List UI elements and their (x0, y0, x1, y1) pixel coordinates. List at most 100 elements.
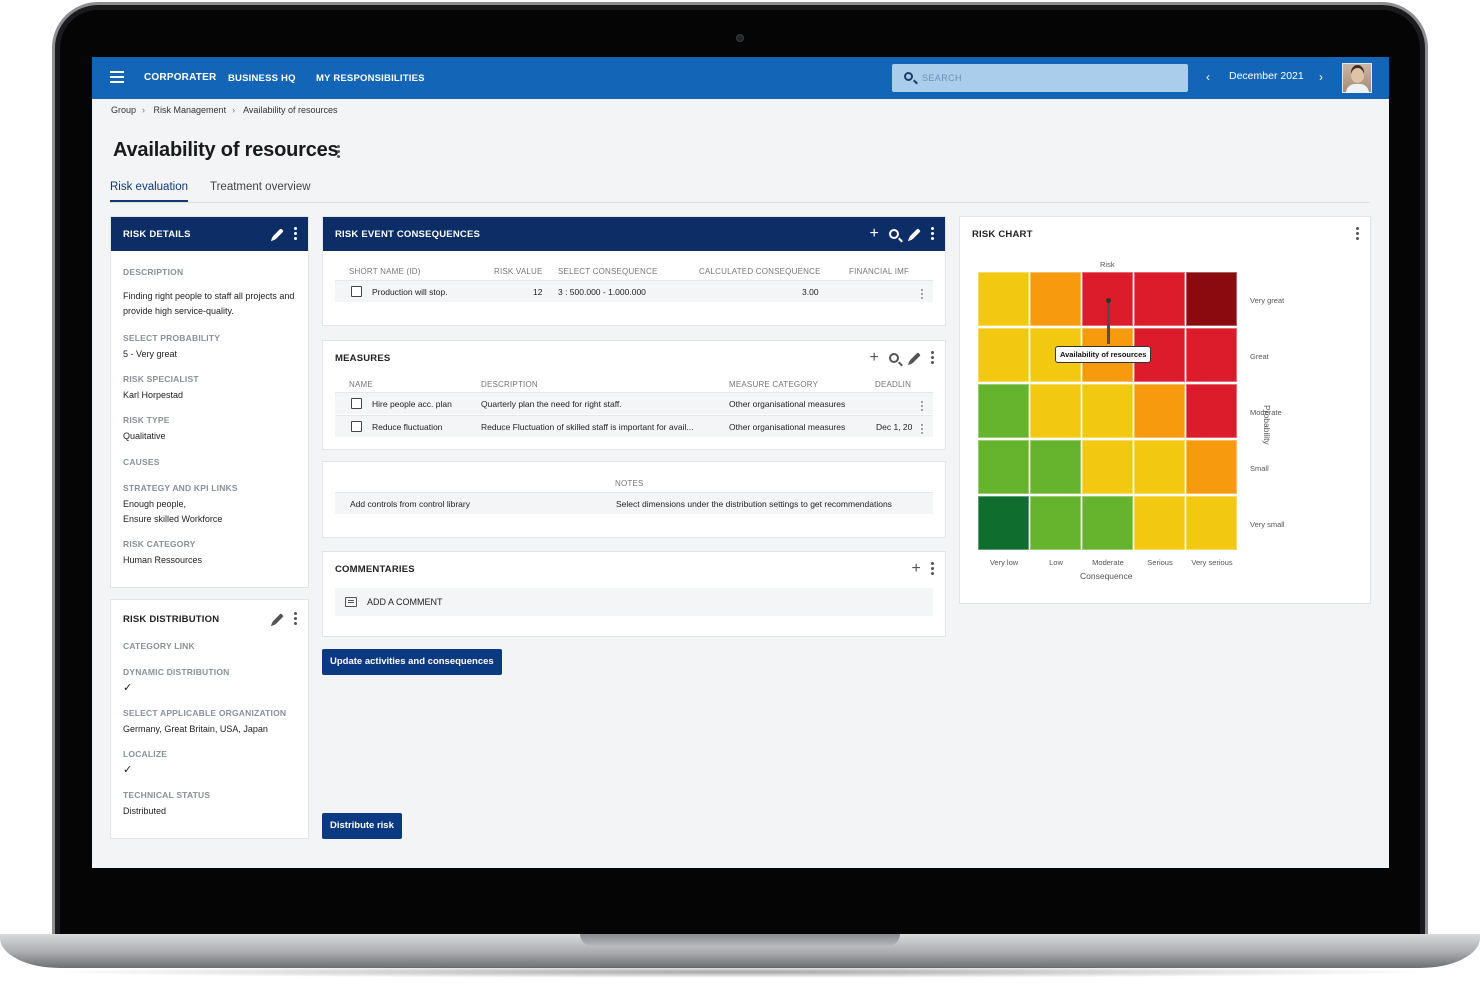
tab-active-indicator (110, 200, 188, 202)
add-icon[interactable]: + (911, 560, 921, 577)
column-header[interactable]: DESCRIPTION (481, 380, 538, 389)
table-row[interactable]: Production will stop. 12 3 : 500.000 - 1… (335, 280, 933, 302)
commentaries-title: COMMENTARIES (335, 564, 415, 575)
add-icon[interactable]: + (869, 349, 879, 366)
heatmap-cell[interactable] (1186, 272, 1237, 326)
field-label: STRATEGY AND KPI LINKS (123, 483, 238, 493)
update-activities-button[interactable]: Update activities and consequences (322, 649, 502, 675)
notes-left-text[interactable]: Add controls from control library (350, 499, 470, 509)
row-checkbox[interactable] (351, 398, 362, 409)
field-causes: CAUSES (123, 455, 160, 471)
field-label: SELECT APPLICABLE ORGANIZATION (123, 708, 287, 718)
heatmap-cell[interactable] (1134, 384, 1185, 438)
edit-icon[interactable] (909, 228, 921, 240)
search-icon[interactable] (889, 353, 899, 363)
column-header[interactable]: RISK VALUE (494, 267, 543, 276)
field-category-link: CATEGORY LINK (123, 639, 195, 655)
heatmap-cell[interactable] (1082, 496, 1133, 550)
cell-name: Production will stop. (372, 287, 448, 297)
tab-divider (110, 202, 1370, 203)
breadcrumb-item-group[interactable]: Group (111, 105, 137, 115)
heatmap-cell[interactable] (1186, 496, 1237, 550)
heatmap-cell[interactable] (978, 496, 1029, 550)
column-header[interactable]: SHORT NAME (ID) (349, 267, 421, 276)
column-header[interactable]: DEADLIN (875, 380, 912, 389)
field-label: CAUSES (123, 457, 160, 467)
column-header[interactable]: CALCULATED CONSEQUENCE (699, 267, 821, 276)
table-row[interactable]: Reduce fluctuation Reduce Fluctuation of… (335, 415, 933, 437)
column-header[interactable]: SELECT CONSEQUENCE (558, 267, 658, 276)
table-row[interactable]: Hire people acc. plan Quarterly plan the… (335, 392, 933, 414)
field-localize: LOCALIZE ✓ (123, 747, 167, 778)
notes-row[interactable]: Add controls from control library Select… (335, 492, 933, 514)
row-checkbox[interactable] (351, 286, 362, 297)
search-box[interactable] (892, 64, 1188, 92)
heatmap-cell[interactable] (1030, 272, 1081, 326)
tab-risk-evaluation[interactable]: Risk evaluation (110, 181, 188, 193)
nav-my-responsibilities[interactable]: MY RESPONSIBILITIES (316, 73, 425, 84)
heatmap-cell[interactable] (1186, 384, 1237, 438)
add-icon[interactable]: + (869, 225, 879, 242)
column-header[interactable]: MEASURE CATEGORY (729, 380, 819, 389)
heatmap-cell[interactable] (978, 328, 1029, 382)
row-checkbox[interactable] (351, 421, 362, 432)
nav-business-hq[interactable]: BUSINESS HQ (228, 73, 296, 84)
edit-icon[interactable] (272, 228, 284, 240)
cell-category: Other organisational measures (729, 399, 846, 409)
column-header[interactable]: NAME (349, 380, 373, 389)
more-options-icon[interactable] (1356, 227, 1360, 241)
heatmap-cell[interactable] (1134, 440, 1185, 494)
distribute-risk-button[interactable]: Distribute risk (322, 813, 402, 839)
tab-treatment-overview[interactable]: Treatment overview (210, 181, 311, 193)
edit-icon[interactable] (272, 613, 284, 625)
checkmark-icon: ✓ (123, 682, 133, 694)
column-header[interactable]: FINANCIAL IMF (849, 267, 910, 276)
risk-distribution-header: RISK DISTRIBUTION (111, 600, 308, 634)
heatmap-cell[interactable] (1186, 440, 1237, 494)
field-dynamic-distribution: DYNAMIC DISTRIBUTION ✓ (123, 665, 229, 696)
more-options-icon[interactable] (931, 351, 935, 365)
more-options-icon[interactable] (931, 227, 935, 241)
field-label: RISK CATEGORY (123, 539, 196, 549)
breadcrumb-item-risk-management[interactable]: Risk Management (153, 105, 227, 115)
risk-marker-dot[interactable] (1106, 298, 1111, 303)
heatmap-cell[interactable] (1030, 384, 1081, 438)
more-options-icon[interactable] (294, 612, 298, 626)
risk-distribution-panel: RISK DISTRIBUTION CATEGORY LINK DYNAMIC … (110, 599, 309, 839)
chevron-left-icon[interactable]: ‹ (1206, 70, 1210, 84)
breadcrumb: Group › Risk Management › Availability of … (111, 105, 343, 115)
search-icon[interactable] (889, 229, 899, 239)
y-tick-label: Very great (1250, 296, 1285, 305)
comment-input[interactable]: ADD A COMMENT (335, 588, 933, 616)
avatar[interactable] (1342, 63, 1372, 93)
brand-logo[interactable]: CORPORATER (144, 72, 217, 83)
row-more-icon[interactable] (921, 421, 925, 439)
more-options-icon[interactable] (294, 227, 298, 241)
search-input[interactable] (922, 70, 1172, 86)
heatmap-cell[interactable] (1082, 440, 1133, 494)
more-options-icon[interactable] (931, 562, 935, 576)
heatmap-cell[interactable] (978, 440, 1029, 494)
row-more-icon[interactable] (921, 286, 925, 304)
row-more-icon[interactable] (921, 398, 925, 416)
consequences-title: RISK EVENT CONSEQUENCES (335, 229, 481, 240)
heatmap-cell[interactable] (1030, 440, 1081, 494)
heatmap-cell[interactable] (1082, 384, 1133, 438)
heatmap-cell[interactable] (978, 272, 1029, 326)
heatmap-cell[interactable] (1186, 328, 1237, 382)
field-label: DYNAMIC DISTRIBUTION (123, 667, 230, 677)
heatmap-cell[interactable] (1134, 496, 1185, 550)
heatmap-cell[interactable] (1030, 496, 1081, 550)
more-options-icon[interactable] (337, 145, 341, 164)
cell-description: Reduce Fluctuation of skilled staff is i… (481, 422, 694, 432)
risk-distribution-title: RISK DISTRIBUTION (123, 614, 220, 625)
heatmap-cell[interactable] (1134, 272, 1185, 326)
page-title: Availability of resources (113, 139, 339, 161)
heatmap-cell[interactable] (978, 384, 1029, 438)
field-label: LOCALIZE (123, 749, 168, 759)
menu-icon[interactable] (110, 71, 124, 83)
chevron-right-icon[interactable]: › (1319, 70, 1323, 84)
measures-title: MEASURES (335, 353, 391, 364)
edit-icon[interactable] (909, 352, 921, 364)
